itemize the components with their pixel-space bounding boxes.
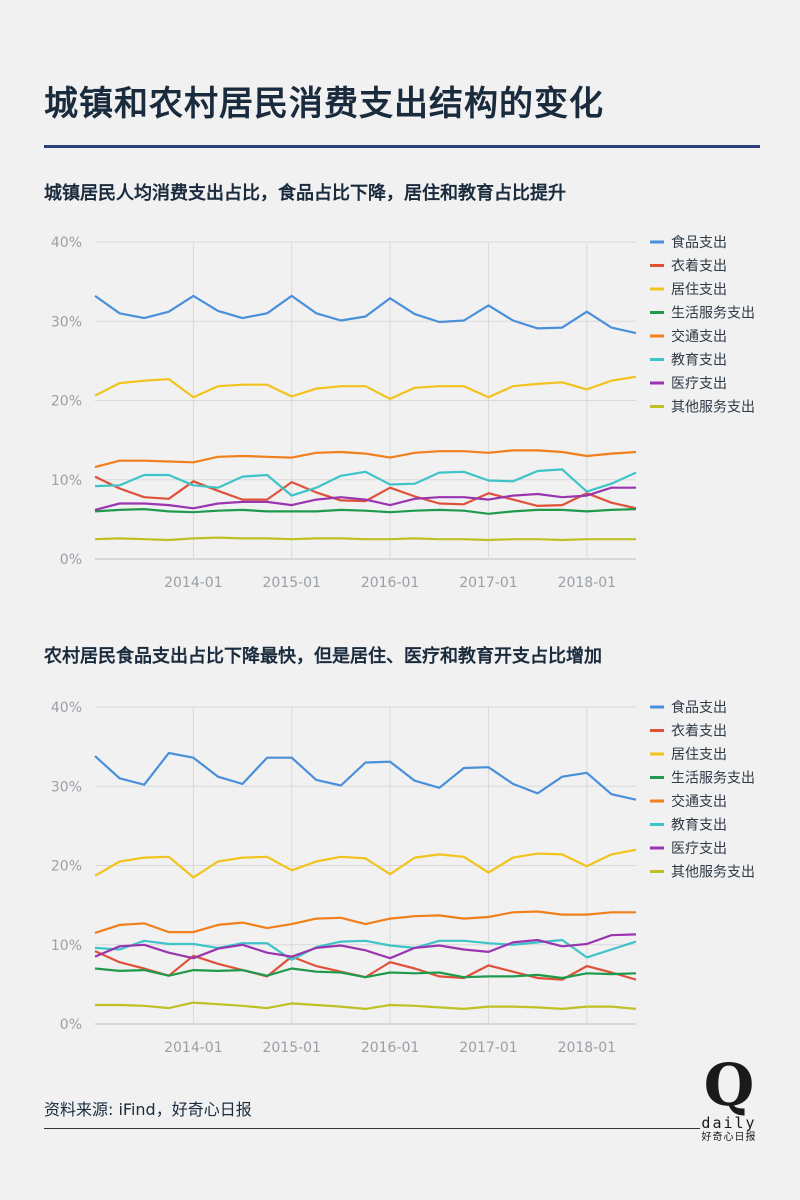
series-line-3 (94, 375, 637, 400)
legend-label: 医疗支出 (671, 841, 727, 857)
page-title: 城镇和农村居民消费支出结构的变化 (44, 84, 604, 124)
x-tick-label: 2015-01 (262, 1040, 321, 1056)
chart-2-title: 农村居民食品支出占比下降最快，但是居住、医疗和教育开支占比增加 (44, 646, 602, 667)
legend-label: 生活服务支出 (671, 771, 755, 787)
y-tick-label: 30% (51, 314, 82, 330)
chart-2-rural-expenditure-share: 0% 10% 20% 30% 40% 2014-01 2015-01 2016-01 2017-… (51, 699, 755, 1056)
legend-label: 食品支出 (671, 699, 727, 716)
y-tick-label: 20% (51, 394, 82, 410)
x-tick-label: 2016-01 (361, 575, 420, 591)
legend-label: 医疗支出 (671, 376, 727, 392)
x-tick-label: 2017-01 (459, 1040, 518, 1056)
legend-label: 食品支出 (671, 234, 727, 251)
logo-word: daily (701, 1114, 757, 1132)
legend-label: 衣着支出 (671, 259, 727, 275)
x-tick-label: 2016-01 (361, 1040, 420, 1056)
legend-label: 其他服务支出 (671, 865, 755, 881)
legend-label: 居住支出 (671, 747, 727, 763)
x-tick-label: 2014-01 (164, 1040, 223, 1056)
y-tick-label: 20% (51, 859, 82, 875)
y-tick-label: 10% (51, 473, 82, 489)
qdaily-logo: Q daily 好奇心日报 (694, 1055, 764, 1150)
series-line-8 (95, 1001, 637, 1010)
legend-label: 衣着支出 (671, 724, 727, 740)
x-tick-label: 2018-01 (558, 575, 617, 591)
footer-divider (44, 1128, 700, 1129)
series-line-5 (94, 910, 636, 934)
series-line-1 (94, 751, 637, 801)
title-divider (44, 145, 760, 148)
series-line-7 (94, 486, 636, 511)
legend-label: 交通支出 (671, 328, 727, 345)
logo-mark: Q (703, 1051, 755, 1119)
y-tick-label: 30% (51, 779, 82, 795)
data-source-note: 资料来源: iFind，好奇心日报 (44, 1100, 252, 1119)
series-line-3 (94, 848, 637, 879)
y-tick-label: 0% (60, 1017, 82, 1033)
x-tick-label: 2015-01 (262, 575, 321, 591)
legend-label: 教育支出 (671, 818, 727, 834)
series-line-8 (94, 536, 636, 542)
series-line-4 (94, 967, 637, 980)
series-line-6 (94, 468, 637, 497)
series-line-4 (94, 508, 637, 515)
legend-label: 居住支出 (671, 282, 727, 298)
x-tick-label: 2017-01 (459, 575, 518, 591)
series-line-1 (94, 294, 637, 335)
x-tick-label: 2014-01 (164, 575, 223, 591)
legend-label: 教育支出 (671, 353, 727, 369)
chart-1-urban-expenditure-share: 0% 10% 20% 30% 40% 2014-01 2015-01 2016-01 2017-… (51, 234, 755, 591)
legend-label: 生活服务支出 (671, 306, 755, 322)
y-tick-label: 40% (51, 235, 82, 251)
logo-name: 好奇心日报 (701, 1132, 757, 1143)
y-tick-label: 0% (60, 552, 82, 568)
y-tick-label: 10% (51, 938, 82, 954)
y-tick-label: 40% (51, 700, 82, 716)
series-line-5 (94, 449, 637, 469)
x-tick-label: 2018-01 (558, 1040, 617, 1056)
series-line-2 (94, 475, 637, 510)
legend-label: 其他服务支出 (671, 400, 755, 416)
series-line-7 (94, 933, 637, 960)
chart-1-title: 城镇居民人均消费支出占比，食品占比下降，居住和教育占比提升 (44, 183, 566, 204)
legend-label: 交通支出 (671, 793, 727, 810)
